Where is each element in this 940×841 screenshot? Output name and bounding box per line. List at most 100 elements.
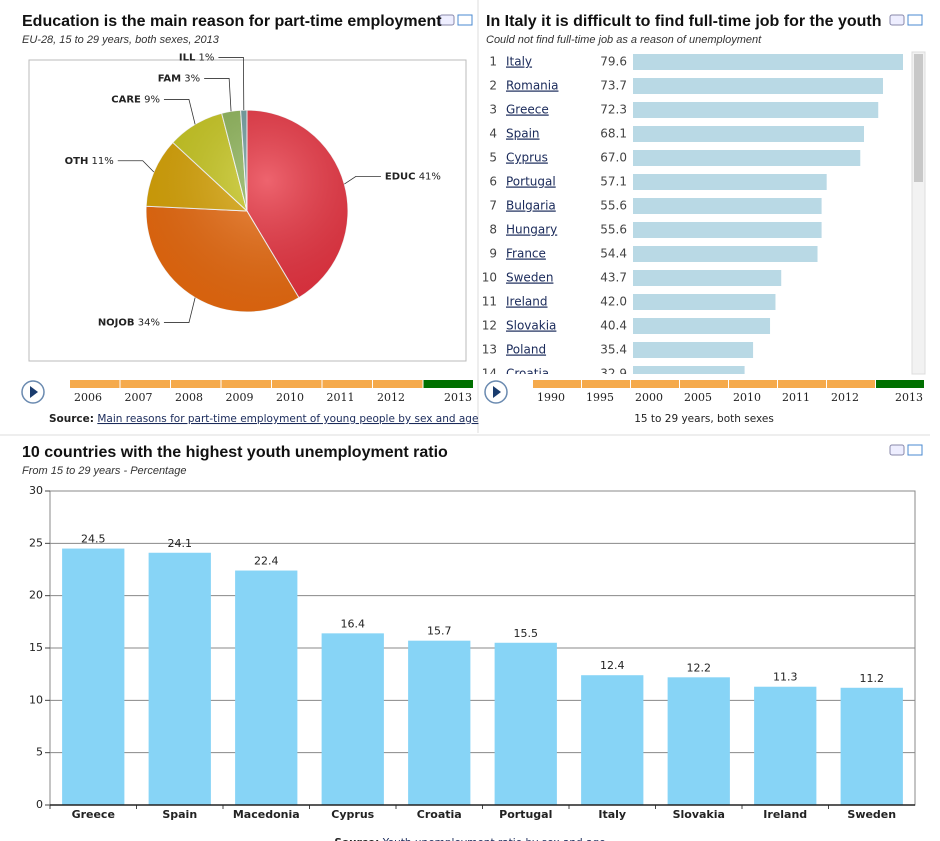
timeline-year[interactable]: 2010 — [733, 391, 761, 404]
timeline-year[interactable]: 2012 — [831, 391, 859, 404]
bar[interactable] — [321, 633, 384, 805]
timeline-segment[interactable] — [876, 380, 924, 388]
bar — [633, 102, 879, 118]
bar[interactable] — [581, 675, 644, 805]
timeline-segment[interactable] — [221, 380, 272, 388]
x-tick-label: Macedonia — [233, 808, 300, 821]
country-link[interactable]: Bulgaria — [506, 199, 556, 213]
timeline-segment[interactable] — [582, 380, 630, 388]
country-link[interactable]: Ireland — [506, 295, 548, 309]
bar — [633, 198, 822, 214]
source: Source: Youth unemployment ratio by sex … — [334, 837, 605, 841]
slice-label: NOJOB 34% — [98, 318, 160, 329]
ranking-list: 1 Italy 79.6 2 Romania 73.7 3 Greece 72.3 4 Spain 6… — [482, 54, 903, 381]
timeline-segment[interactable] — [680, 380, 728, 388]
timeline-year[interactable]: 2011 — [327, 391, 355, 404]
country-link[interactable]: Hungary — [506, 223, 557, 237]
slice-label: FAM 3% — [158, 73, 200, 84]
menu-icon[interactable] — [439, 14, 455, 26]
slice-value: 3% — [184, 73, 200, 84]
y-tick-label: 10 — [29, 693, 43, 706]
y-tick-label: 0 — [36, 798, 43, 811]
source-label: Source: — [334, 837, 379, 841]
value-label: 12.2 — [687, 661, 712, 674]
timeline-year[interactable]: 2010 — [276, 391, 304, 404]
bar — [633, 54, 903, 70]
country-link[interactable]: Sweden — [506, 271, 553, 285]
menu-icon[interactable] — [889, 14, 905, 26]
timeline-year[interactable]: 1995 — [586, 391, 614, 404]
slice-value: 34% — [138, 318, 160, 329]
bar[interactable] — [235, 570, 298, 805]
timeline-segment[interactable] — [631, 380, 679, 388]
bar[interactable] — [408, 640, 471, 805]
chart-subtitle: Could not find full-time job as a reason… — [486, 34, 762, 46]
bar[interactable] — [840, 687, 903, 805]
value-label: 73.7 — [600, 79, 627, 93]
menu-icon[interactable] — [889, 444, 905, 456]
value-label: 72.3 — [600, 103, 627, 117]
x-tick-label: Slovakia — [673, 808, 725, 821]
value-label: 43.7 — [600, 271, 627, 285]
timeline-segment[interactable] — [533, 380, 581, 388]
timeline-segment[interactable] — [373, 380, 423, 388]
timeline-year[interactable]: 2005 — [684, 391, 712, 404]
timeline-year[interactable]: 2013 — [895, 391, 923, 404]
timeline-segment[interactable] — [171, 380, 221, 388]
x-tick-label: Cyprus — [331, 808, 374, 821]
country-link[interactable]: Slovakia — [506, 319, 556, 333]
chart-title: In Italy it is difficult to find full-ti… — [486, 13, 882, 30]
timeline-year[interactable]: 2006 — [74, 391, 102, 404]
country-link[interactable]: Greece — [506, 103, 549, 117]
country-link[interactable]: Poland — [506, 343, 546, 357]
window-icon[interactable] — [907, 444, 923, 456]
country-link[interactable]: Romania — [506, 79, 558, 93]
timeline-year[interactable]: 2013 — [444, 391, 472, 404]
bar[interactable] — [494, 642, 557, 805]
timeline-segment[interactable] — [70, 380, 120, 388]
timeline-segment[interactable] — [322, 380, 373, 388]
slice-name: CARE — [111, 94, 141, 105]
country-link[interactable]: Cyprus — [506, 151, 548, 165]
country-link[interactable]: Croatia — [506, 367, 549, 381]
value-label: 11.3 — [773, 671, 798, 684]
timeline-segment[interactable] — [272, 380, 322, 388]
timeline-segment[interactable] — [778, 380, 826, 388]
country-link[interactable]: Portugal — [506, 175, 556, 189]
source-link[interactable]: Main reasons for part-time employment of… — [97, 413, 478, 425]
value-label: 24.5 — [81, 533, 106, 546]
timeline-year[interactable]: 2008 — [175, 391, 203, 404]
timeline-year[interactable]: 2000 — [635, 391, 663, 404]
y-tick-label: 15 — [29, 641, 43, 654]
timeline-year[interactable]: 1990 — [537, 391, 565, 404]
timeline-segment[interactable] — [423, 380, 474, 388]
bar — [633, 294, 776, 310]
slice-label: CARE 9% — [111, 94, 160, 105]
rank: 13 — [482, 343, 497, 357]
timeline-year[interactable]: 2012 — [377, 391, 405, 404]
window-icon[interactable] — [457, 14, 473, 26]
timeline-segment[interactable] — [729, 380, 777, 388]
window-icon[interactable] — [907, 14, 923, 26]
scroll-thumb[interactable] — [914, 54, 923, 182]
slice-value: 1% — [199, 52, 215, 63]
value-label: 40.4 — [600, 319, 627, 333]
country-link[interactable]: France — [506, 247, 546, 261]
leader-line — [117, 160, 155, 173]
bar[interactable] — [754, 686, 817, 805]
panel-icons[interactable] — [439, 14, 923, 456]
timeline-year[interactable]: 2009 — [226, 391, 254, 404]
value-label: 15.7 — [427, 625, 452, 638]
timeline-year[interactable]: 2011 — [782, 391, 810, 404]
slice-name: OTH — [65, 156, 89, 167]
bar[interactable] — [667, 677, 730, 805]
timeline-segment[interactable] — [120, 380, 171, 388]
bar[interactable] — [148, 552, 211, 805]
timeline-segment[interactable] — [827, 380, 875, 388]
rank: 5 — [489, 151, 497, 165]
country-link[interactable]: Italy — [506, 55, 532, 69]
country-link[interactable]: Spain — [506, 127, 540, 141]
source-link[interactable]: Youth unemployment ratio by sex and age — [382, 837, 606, 841]
timeline-year[interactable]: 2007 — [125, 391, 153, 404]
bar[interactable] — [62, 548, 125, 805]
